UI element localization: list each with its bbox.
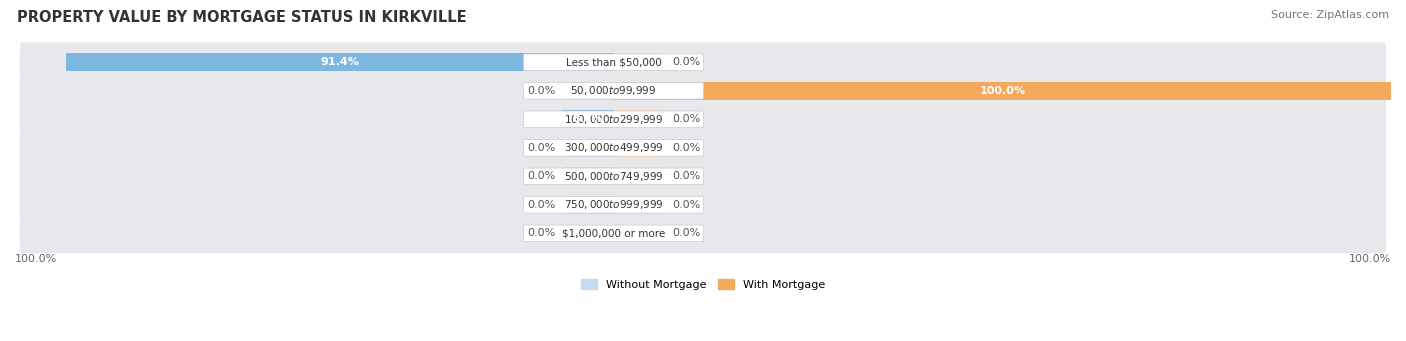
Text: $50,000 to $99,999: $50,000 to $99,999 [571,84,657,97]
FancyBboxPatch shape [20,71,1386,111]
Text: 0.0%: 0.0% [672,114,700,124]
FancyBboxPatch shape [20,185,1386,225]
FancyBboxPatch shape [523,83,703,99]
Text: 0.0%: 0.0% [672,228,700,238]
FancyBboxPatch shape [523,196,703,213]
Text: Source: ZipAtlas.com: Source: ZipAtlas.com [1271,10,1389,20]
Text: 0.0%: 0.0% [672,171,700,181]
FancyBboxPatch shape [20,99,1386,139]
Text: 0.0%: 0.0% [672,200,700,210]
Bar [613,196,662,214]
Bar [565,224,613,242]
Text: 100.0%: 100.0% [15,254,58,264]
Text: 0.0%: 0.0% [672,57,700,67]
FancyBboxPatch shape [20,42,1386,82]
FancyBboxPatch shape [523,139,703,156]
Text: 100.0%: 100.0% [980,86,1025,96]
Bar [613,167,662,185]
Text: 0.0%: 0.0% [527,86,555,96]
Text: 0.0%: 0.0% [527,200,555,210]
Bar [613,82,1391,100]
Text: 100.0%: 100.0% [1348,254,1391,264]
Text: 0.0%: 0.0% [527,228,555,238]
Text: 0.0%: 0.0% [672,143,700,153]
Text: PROPERTY VALUE BY MORTGAGE STATUS IN KIRKVILLE: PROPERTY VALUE BY MORTGAGE STATUS IN KIR… [17,10,467,25]
Text: $100,000 to $299,999: $100,000 to $299,999 [564,113,664,126]
Bar [565,196,613,214]
Text: 8.7%: 8.7% [572,114,603,124]
Text: $300,000 to $499,999: $300,000 to $499,999 [564,141,664,154]
Text: 91.4%: 91.4% [321,57,360,67]
FancyBboxPatch shape [20,213,1386,253]
Bar [613,54,662,71]
Legend: Without Mortgage, With Mortgage: Without Mortgage, With Mortgage [576,275,830,294]
Bar [613,110,662,128]
Text: 0.0%: 0.0% [527,143,555,153]
Bar [565,82,613,100]
Text: 0.0%: 0.0% [527,171,555,181]
FancyBboxPatch shape [523,225,703,242]
Text: $750,000 to $999,999: $750,000 to $999,999 [564,198,664,211]
Text: $1,000,000 or more: $1,000,000 or more [562,228,665,238]
Bar [565,167,613,185]
Bar [561,110,613,128]
FancyBboxPatch shape [523,111,703,128]
FancyBboxPatch shape [523,54,703,71]
FancyBboxPatch shape [20,157,1386,196]
FancyBboxPatch shape [523,168,703,184]
Bar [565,139,613,157]
Text: Less than $50,000: Less than $50,000 [565,57,661,67]
FancyBboxPatch shape [20,128,1386,168]
Bar [66,54,613,71]
Text: $500,000 to $749,999: $500,000 to $749,999 [564,170,664,183]
Bar [613,224,662,242]
Bar [613,139,662,157]
